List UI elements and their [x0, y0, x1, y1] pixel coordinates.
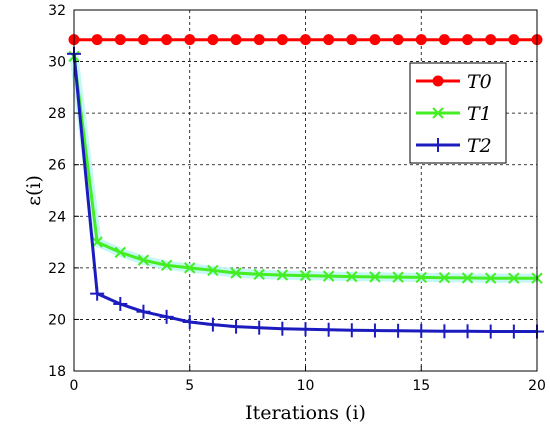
data-point	[438, 271, 451, 284]
data-point	[438, 34, 450, 46]
data-point	[90, 286, 105, 301]
data-point	[207, 264, 219, 277]
data-point	[184, 34, 196, 46]
x-tick-label: 20	[528, 378, 546, 394]
y-tick-label: 32	[48, 3, 66, 19]
data-point	[322, 270, 335, 282]
data-point	[414, 324, 429, 339]
data-point	[159, 309, 174, 324]
series-t2	[67, 46, 544, 339]
data-point	[321, 322, 336, 337]
data-point	[483, 324, 498, 339]
x-tick-label: 5	[185, 378, 194, 394]
data-point	[460, 324, 475, 339]
data-point	[298, 322, 313, 337]
data-point	[184, 262, 196, 274]
x-tick-label: 10	[297, 378, 315, 394]
data-point	[137, 254, 150, 266]
x-axis-label-text: Iterations (i)	[245, 402, 366, 424]
data-point	[369, 34, 381, 46]
legend-label: T2	[467, 135, 492, 157]
data-point	[300, 34, 311, 46]
legend-item: T1	[416, 103, 492, 125]
data-point	[230, 34, 242, 46]
data-point	[113, 296, 128, 311]
legend-marker	[431, 138, 445, 152]
data-point	[230, 267, 242, 279]
legend: T0 T1 T2	[409, 62, 507, 164]
data-point	[461, 272, 474, 284]
data-point	[506, 324, 521, 339]
series-layer	[67, 34, 544, 339]
data-point	[161, 34, 173, 46]
data-point	[276, 269, 289, 281]
data-point	[369, 271, 381, 283]
data-point	[462, 34, 474, 46]
data-point	[437, 324, 452, 339]
y-axis-label-text: ε(i)	[23, 175, 45, 206]
data-point	[367, 323, 382, 338]
data-point	[114, 34, 126, 46]
data-point	[323, 34, 335, 46]
data-point	[508, 272, 520, 284]
data-point	[160, 259, 173, 271]
x-tick-label: 0	[70, 378, 79, 394]
y-tick-label: 28	[48, 106, 66, 122]
legend-label: T0	[467, 71, 492, 93]
data-point	[275, 321, 290, 336]
data-point	[485, 34, 497, 46]
legend-label: T1	[467, 103, 492, 125]
data-point	[346, 34, 358, 46]
data-point	[253, 268, 265, 281]
data-point	[205, 317, 220, 332]
legend-item: T0	[416, 71, 492, 93]
data-point	[136, 304, 151, 319]
data-point	[253, 34, 265, 46]
data-point	[415, 34, 427, 46]
legend-item: T2	[416, 135, 492, 157]
x-tick-label: 15	[412, 378, 430, 394]
x-axis-label: Iterations (i)	[245, 402, 366, 424]
y-tick-label: 26	[48, 158, 66, 174]
data-point	[252, 320, 267, 335]
data-point	[137, 34, 149, 46]
data-point	[299, 269, 312, 282]
series-t0	[68, 34, 543, 46]
data-point	[91, 34, 103, 46]
data-point	[484, 272, 497, 284]
y-tick-label: 20	[48, 312, 66, 328]
y-tick-label: 24	[48, 209, 66, 225]
y-tick-label: 22	[48, 261, 66, 277]
y-axis-label: ε(i)	[23, 175, 45, 206]
data-point	[392, 271, 404, 283]
data-point	[207, 34, 219, 46]
y-tick-label: 30	[48, 55, 66, 71]
series-t1	[68, 50, 543, 284]
tick-labels: 0 5 10 15 20 18 20 22 24 26 28 30 32	[48, 3, 546, 394]
data-point	[346, 270, 358, 283]
legend-marker	[432, 75, 444, 87]
data-point	[391, 323, 406, 338]
data-point	[392, 34, 404, 46]
data-point	[182, 315, 197, 330]
data-point	[344, 323, 359, 338]
legend-marker	[432, 107, 444, 119]
data-point	[508, 34, 520, 46]
y-tick-label: 18	[48, 364, 66, 380]
data-point	[229, 319, 244, 334]
data-point	[415, 271, 427, 284]
data-point	[114, 246, 127, 259]
data-point	[276, 34, 288, 46]
